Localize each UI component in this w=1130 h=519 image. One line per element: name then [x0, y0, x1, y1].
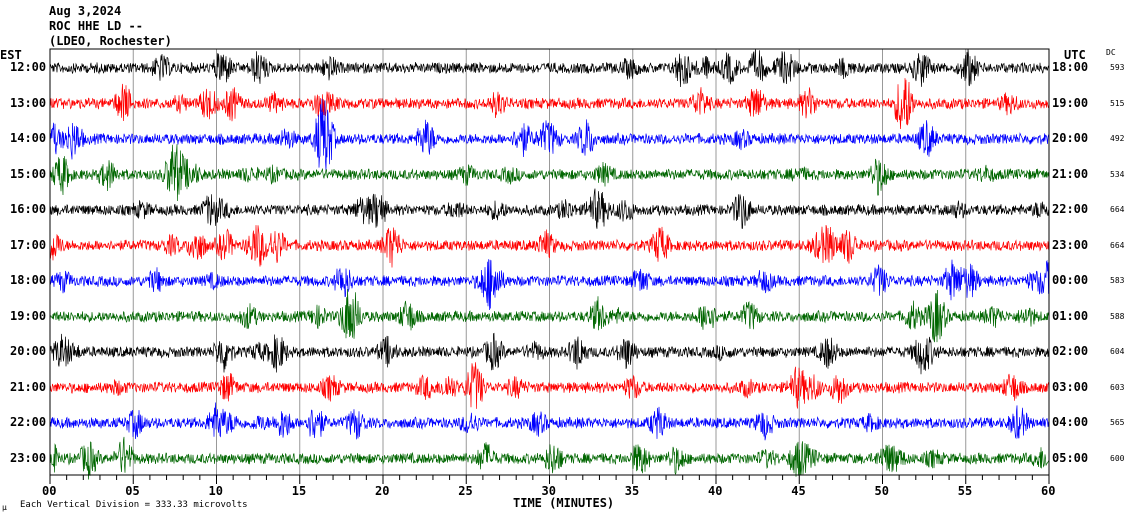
trace-1400: [49, 98, 1050, 171]
utc-axis-title: UTC: [1064, 48, 1086, 62]
trace-1900: [49, 288, 1050, 343]
est-hour-label: 21:00: [10, 379, 47, 394]
trace-2100: [49, 362, 1050, 409]
x-tick-label: 30: [541, 484, 556, 498]
est-axis-title: EST: [0, 48, 22, 62]
dc-offset-label: 492: [1110, 134, 1125, 143]
est-hour-label: 12:00: [10, 60, 47, 74]
trace-2000: [49, 332, 1050, 375]
est-hour-label: 20:00: [10, 344, 47, 358]
utc-hour-label: 20:00: [1052, 131, 1089, 145]
utc-hour-label: 19:00: [1052, 95, 1089, 110]
dc-offset-label: 664: [1110, 240, 1125, 250]
x-tick-label: 20: [375, 484, 390, 498]
utc-hour-label: 02:00: [1052, 344, 1089, 358]
est-hour-label: 14:00: [10, 131, 47, 145]
x-tick-label: 25: [458, 484, 473, 498]
x-tick-label: 35: [624, 484, 640, 498]
est-hour-label: 23:00: [10, 450, 47, 465]
trace-1700: [49, 225, 1050, 268]
scale-icon: μ: [2, 503, 7, 512]
utc-hour-label: 21:00: [1052, 166, 1089, 181]
dc-title: DC: [1106, 48, 1116, 57]
x-tick-label: 05: [125, 484, 140, 498]
x-tick-label: 55: [957, 484, 973, 498]
x-tick-label: 10: [208, 484, 223, 498]
est-hour-label: 18:00: [10, 273, 47, 287]
plot-frame: [49, 48, 1050, 476]
x-tick-label: 40: [708, 484, 723, 498]
x-tick-label: 60: [1041, 484, 1056, 498]
utc-hour-label: 05:00: [1052, 450, 1089, 465]
dc-offset-label: 604: [1110, 347, 1125, 356]
x-tick-label: 15: [291, 484, 307, 498]
utc-hour-label: 00:00: [1052, 273, 1089, 287]
utc-hour-label: 01:00: [1052, 308, 1089, 323]
utc-hour-label: 03:00: [1052, 379, 1089, 394]
x-tick-label: 45: [791, 484, 806, 498]
est-hour-label: 15:00: [10, 166, 47, 181]
dc-offset-label: 565: [1110, 418, 1125, 427]
dc-offset-label: 664: [1110, 205, 1125, 214]
est-hour-label: 16:00: [10, 202, 47, 216]
est-hour-label: 17:00: [10, 237, 47, 252]
dc-offset-label: 600: [1110, 453, 1125, 463]
scale-text: Each Vertical Division = 333.33 microvol…: [20, 500, 248, 510]
trace-1800: [49, 259, 1050, 311]
dc-offset-label: 534: [1110, 169, 1125, 179]
date-label: Aug 3,2024: [49, 4, 122, 18]
utc-hour-label: 04:00: [1052, 415, 1089, 429]
est-hour-label: 19:00: [10, 308, 47, 323]
utc-hour-label: 18:00: [1052, 60, 1089, 74]
trace-1600: [49, 188, 1050, 229]
trace-2300: [49, 436, 1050, 480]
network-label: (LDEO, Rochester): [49, 34, 172, 48]
x-tick-label: 00: [42, 484, 57, 498]
utc-hour-label: 23:00: [1052, 237, 1089, 252]
dc-offset-label: 593: [1110, 63, 1125, 72]
utc-hour-label: 22:00: [1052, 202, 1089, 216]
est-hour-label: 22:00: [10, 415, 47, 429]
trace-1200: [49, 48, 1050, 88]
trace-1300: [49, 78, 1050, 130]
station-label: ROC HHE LD --: [49, 19, 143, 33]
dc-offset-label: 603: [1110, 382, 1125, 392]
trace-2200: [49, 402, 1050, 441]
trace-1500: [49, 144, 1050, 202]
dc-offset-label: 588: [1110, 311, 1125, 321]
est-hour-label: 13:00: [10, 95, 47, 110]
dc-offset-label: 583: [1110, 276, 1125, 285]
x-axis-title: TIME (MINUTES): [513, 496, 615, 510]
dc-offset-label: 515: [1110, 98, 1125, 108]
x-tick-label: 50: [874, 484, 889, 498]
